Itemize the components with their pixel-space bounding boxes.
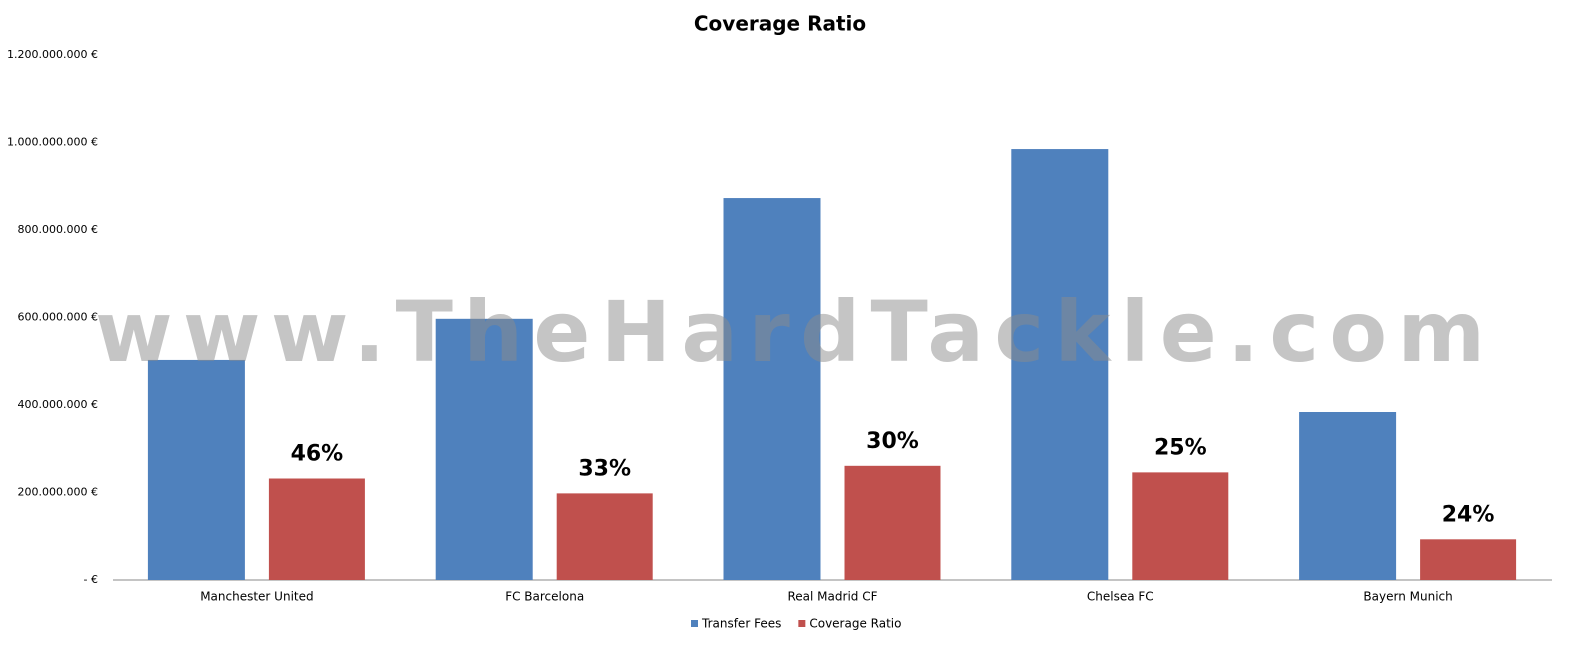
data-label: 30% [866,429,919,454]
bar [268,478,365,580]
y-tick-label: 600.000.000 € [18,311,98,324]
x-tick-label: FC Barcelona [505,590,584,604]
bar [147,359,245,580]
y-tick-label: - € [84,573,98,586]
data-label: 46% [291,442,344,467]
y-tick-label: 200.000.000 € [18,486,98,499]
data-label: 24% [1442,502,1495,527]
bar [1011,149,1109,580]
bar [435,318,533,580]
y-tick-label: 400.000.000 € [18,398,98,411]
legend-swatch [691,620,698,627]
bar [1299,412,1397,580]
legend-swatch [798,620,806,627]
bar [1132,472,1229,580]
chart-title: Coverage Ratio [694,12,866,36]
x-tick-label: Bayern Munich [1363,590,1452,604]
legend-label: Transfer Fees [701,617,781,631]
y-tick-label: 800.000.000 € [18,223,98,236]
bar [844,465,941,580]
bar [1420,539,1517,580]
x-tick-label: Real Madrid CF [788,590,878,604]
x-tick-label: Chelsea FC [1087,590,1154,604]
y-tick-label: 1.200.000.000 € [7,48,98,61]
bar [723,198,821,580]
data-label: 33% [578,456,631,481]
y-tick-label: 1.000.000.000 € [7,136,98,149]
data-label: 25% [1154,435,1207,460]
legend-label: Coverage Ratio [809,617,901,631]
bar [556,493,653,580]
x-tick-label: Manchester United [200,590,313,604]
